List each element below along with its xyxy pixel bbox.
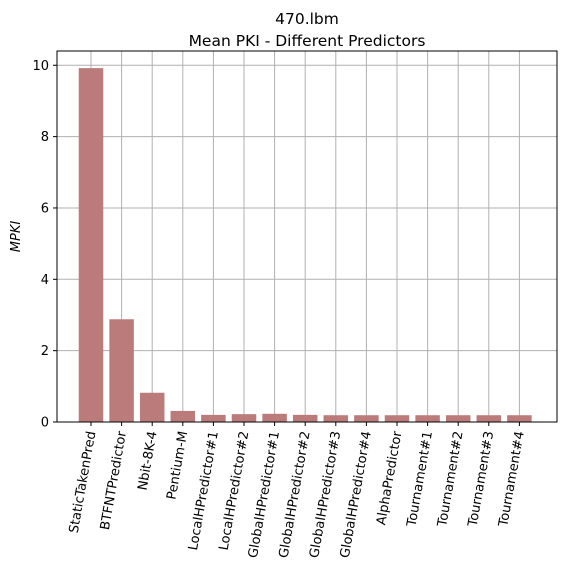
x-tick-label: StaticTakenPred	[67, 430, 100, 534]
bar	[445, 415, 471, 422]
x-tick-label: LocalHPredictor#1	[186, 430, 222, 551]
bar	[201, 414, 226, 422]
x-tick-label: Tournament#1	[404, 430, 436, 529]
bar	[415, 415, 440, 422]
bars	[78, 68, 532, 422]
x-tick-label: Tournament#3	[466, 430, 498, 529]
y-tick-label: 0	[41, 416, 49, 431]
x-tick-label: Nbit-8K-4	[135, 430, 160, 491]
chart-title-line1: 470.lbm	[275, 10, 339, 28]
y-tick-label: 2	[41, 344, 49, 359]
bar	[323, 415, 349, 422]
x-tick-label: Pentium-M	[164, 430, 191, 501]
y-tick-label: 4	[41, 273, 49, 288]
x-tick-label: GlobalHPredictor#4	[338, 430, 375, 559]
bar	[109, 319, 134, 422]
x-tick-label: GlobalHPredictor#3	[307, 430, 344, 559]
bar	[139, 392, 165, 422]
x-tick-label: GlobalHPredictor#1	[246, 430, 283, 559]
bar	[476, 415, 502, 422]
x-tick-label: AlphaPredictor	[374, 429, 405, 526]
bar	[262, 413, 287, 422]
y-tick-label: 8	[41, 130, 49, 145]
bar	[292, 414, 318, 422]
plot-frame	[56, 50, 558, 423]
bar	[507, 415, 532, 422]
y-ticks: 0 2 4 6 8 10	[32, 59, 57, 431]
chart-title-line2: Mean PKI - Different Predictors	[189, 32, 426, 50]
bar	[170, 410, 196, 422]
x-tick-label: Tournament#2	[435, 430, 467, 529]
bar	[354, 415, 379, 422]
bar	[384, 415, 410, 422]
x-tick-label: LocalHPredictor#2	[217, 430, 253, 551]
y-tick-label: 6	[41, 201, 49, 216]
grid-lines	[57, 51, 557, 423]
y-axis-label: MPKI	[9, 221, 24, 253]
y-tick-label: 10	[32, 59, 49, 74]
x-tick-label: GlobalHPredictor#2	[277, 430, 314, 559]
x-tick-label: Tournament#4	[496, 430, 528, 529]
bar	[231, 414, 257, 422]
bar	[78, 68, 104, 422]
x-tick-label: BTFNTPredictor	[98, 429, 130, 531]
